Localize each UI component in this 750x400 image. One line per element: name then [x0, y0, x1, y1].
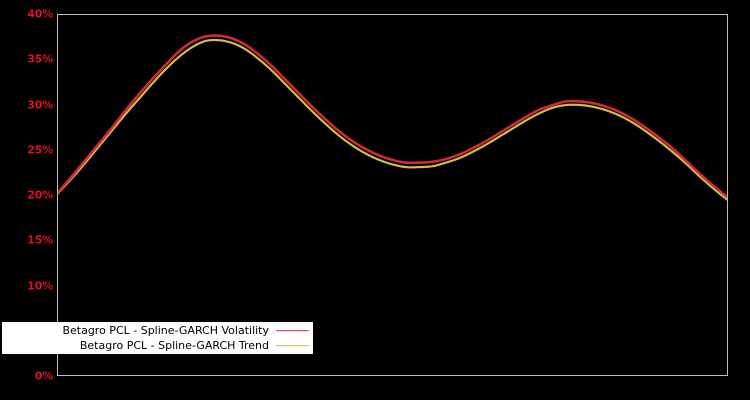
legend-swatch-trend: [276, 341, 309, 351]
y-tick-label: 35%: [27, 52, 53, 66]
y-tick-label: 15%: [27, 233, 53, 247]
legend-label-trend: Betagro PCL - Spline-GARCH Trend: [79, 338, 269, 352]
y-tick-label: 0%: [34, 369, 53, 383]
y-tick-label: 30%: [27, 98, 53, 111]
plot-area: [57, 14, 728, 376]
y-tick-label: 20%: [27, 188, 53, 202]
series-canvas: [58, 34, 727, 201]
legend-entry-trend: Betagro PCL - Spline-GARCH Trend: [2, 338, 313, 353]
y-tick-label: 25%: [27, 143, 53, 157]
series-line-volatility: [58, 34, 727, 199]
legend-swatch-volatility: [276, 326, 309, 336]
y-tick-label: 40%: [27, 7, 53, 21]
legend-entry-volatility: Betagro PCL - Spline-GARCH Volatility: [2, 323, 313, 338]
legend-label-volatility: Betagro PCL - Spline-GARCH Volatility: [62, 323, 269, 337]
chart-legend: Betagro PCL - Spline-GARCH Volatility Be…: [2, 322, 313, 354]
y-tick-label: 10%: [27, 279, 53, 292]
series-line-trend: [58, 38, 727, 201]
